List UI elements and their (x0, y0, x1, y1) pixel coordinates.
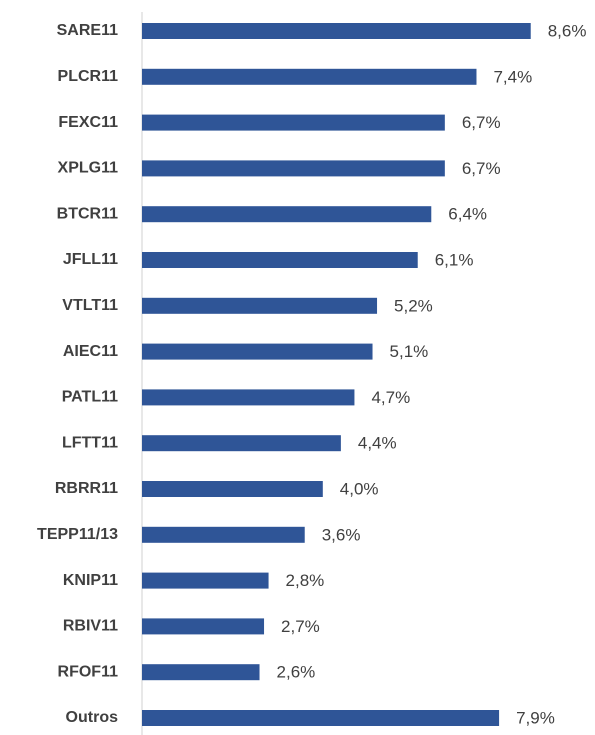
value-label: 5,2% (394, 296, 433, 315)
category-label: TEPP11/13 (37, 526, 118, 543)
bar (142, 526, 305, 543)
value-label: 5,1% (390, 342, 429, 361)
category-label: FEXC11 (58, 114, 118, 131)
category-label: RBIV11 (63, 618, 118, 635)
bar (142, 252, 418, 268)
value-label: 8,6% (548, 21, 587, 40)
value-label: 2,7% (281, 617, 320, 636)
bar (142, 160, 445, 177)
value-label: 2,8% (286, 571, 325, 590)
bar (142, 710, 500, 726)
category-label: LFTT11 (62, 434, 118, 451)
bar (142, 297, 378, 314)
category-label: BTCR11 (57, 205, 118, 222)
category-label: VTLT11 (62, 297, 118, 314)
value-label: 6,4% (448, 205, 487, 224)
category-label: Outros (66, 709, 119, 726)
value-label: 4,7% (371, 388, 410, 407)
bar (142, 481, 323, 497)
value-label: 3,6% (322, 525, 361, 544)
value-label: 6,7% (462, 159, 501, 178)
category-label: PATL11 (62, 389, 118, 406)
category-label: JFLL11 (63, 251, 118, 268)
category-label: SARE11 (57, 22, 118, 39)
value-label: 4,4% (358, 434, 397, 453)
bar (142, 114, 445, 131)
bar (142, 618, 265, 635)
bar (142, 572, 269, 589)
bar (142, 389, 355, 406)
category-label: RBRR11 (55, 480, 118, 497)
bar (142, 23, 531, 39)
bar (142, 206, 432, 223)
bar (142, 664, 260, 681)
value-label: 4,0% (340, 479, 379, 498)
bar (142, 343, 373, 360)
category-label: KNIP11 (63, 572, 118, 589)
bar (142, 435, 341, 452)
value-label: 2,6% (277, 663, 316, 682)
category-label: RFOF11 (58, 663, 119, 680)
category-label: PLCR11 (58, 68, 119, 85)
value-label: 7,4% (493, 67, 532, 86)
value-label: 7,9% (516, 708, 555, 727)
value-label: 6,1% (435, 250, 474, 269)
value-label: 6,7% (462, 113, 501, 132)
category-label: XPLG11 (58, 160, 119, 177)
bar (142, 68, 477, 85)
category-label: AIEC11 (63, 343, 118, 360)
